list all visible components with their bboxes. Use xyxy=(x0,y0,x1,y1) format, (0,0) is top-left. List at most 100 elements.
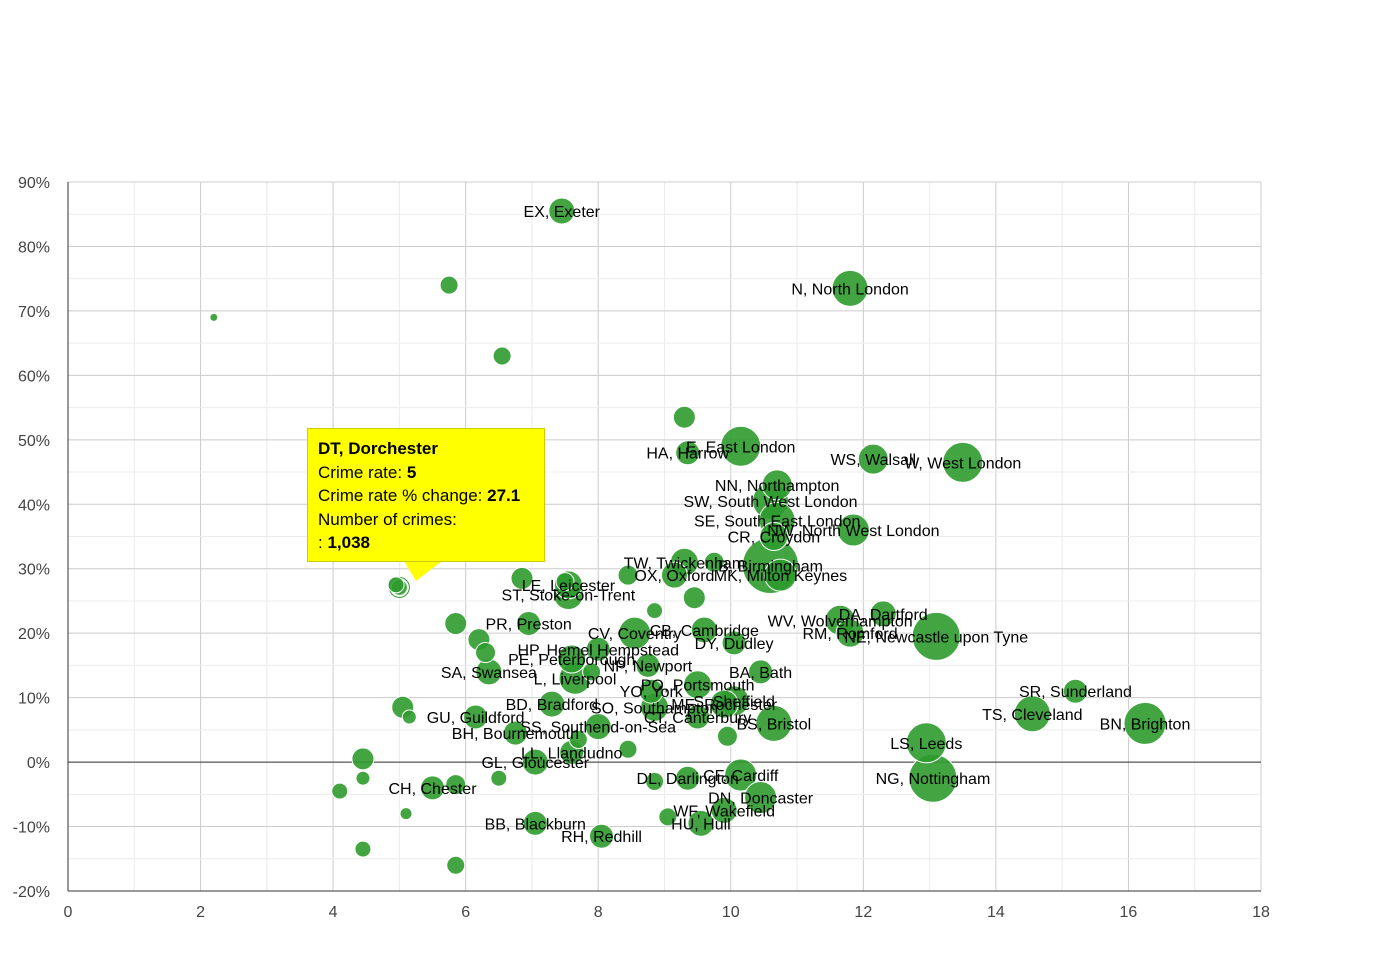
y-tick-label: 0% xyxy=(27,755,50,772)
tooltip-title: DT, Dorchester xyxy=(318,439,438,458)
bubble-label: W, West London xyxy=(904,455,1021,472)
bubble xyxy=(635,652,661,678)
bubble-label: N, North London xyxy=(791,281,908,298)
x-tick-label: 2 xyxy=(196,904,205,921)
bubble xyxy=(446,855,466,875)
y-tick-label: -10% xyxy=(13,820,50,837)
bubble xyxy=(538,690,566,718)
bubble xyxy=(638,678,664,704)
bubble xyxy=(709,689,739,719)
bubble xyxy=(516,611,542,637)
bubble-label: SE, South East London xyxy=(694,513,860,530)
bubble-label: BB, Blackburn xyxy=(485,816,586,833)
bubble-label: NN, Northampton xyxy=(715,478,840,495)
bubble-label: PO, Portsmouth xyxy=(641,678,755,695)
bubble-label: ME, Rochester xyxy=(671,697,777,714)
bubble xyxy=(1123,701,1167,745)
x-tick-label: 0 xyxy=(64,904,73,921)
bubble-label: BD, Bradford xyxy=(506,697,598,714)
bubble xyxy=(836,513,870,547)
bubble-label: LE, Leicester xyxy=(522,578,616,595)
bubble xyxy=(439,275,459,295)
bubbles xyxy=(209,197,1167,875)
bubble-label: TW, Twickenham xyxy=(624,555,746,572)
bubble xyxy=(502,720,528,746)
bubble-label: HP, Hemel Hempstead xyxy=(517,642,679,659)
bubble xyxy=(582,662,602,682)
bubble xyxy=(521,748,549,776)
bubble-label: CF, Cardiff xyxy=(703,768,779,785)
bubble-label: OX, Oxford xyxy=(634,568,714,585)
bubble xyxy=(857,443,889,475)
bubble-label: SW, South West London xyxy=(684,494,858,511)
bubble xyxy=(672,405,696,429)
bubble-label: WF, Wakefield xyxy=(673,803,775,820)
tooltip-pointer xyxy=(404,561,442,581)
bubble xyxy=(759,522,789,551)
bubble xyxy=(645,771,665,791)
bubble-label: DL, Darlington xyxy=(637,771,739,788)
y-tick-label: 40% xyxy=(18,497,50,514)
bubble-label: CV, Coventry xyxy=(588,626,682,643)
y-tick-label: 30% xyxy=(18,562,50,579)
bubble xyxy=(911,611,961,661)
bubble-label: MK, Milton Keynes xyxy=(714,568,847,585)
bubble xyxy=(555,572,575,592)
bubble-label: YO, York xyxy=(620,684,684,701)
bubble-label: SO, Southampton xyxy=(591,700,718,717)
tooltip-change-label: Crime rate % change: xyxy=(318,486,483,505)
bubble-label: DY, Dudley xyxy=(695,636,774,653)
bubble xyxy=(585,636,611,662)
bubble xyxy=(617,564,639,586)
y-tick-label: -20% xyxy=(13,884,50,901)
bubble xyxy=(675,440,701,466)
bubble xyxy=(557,644,587,674)
bubble xyxy=(660,561,688,589)
bubble xyxy=(755,704,793,742)
bubble-label: WV, Wolverhampton xyxy=(768,613,913,630)
bubble xyxy=(618,616,652,650)
bubble xyxy=(589,823,615,849)
bubble-label: NG, Nottingham xyxy=(876,771,991,788)
x-tick-label: 12 xyxy=(854,904,872,921)
x-tick-label: 16 xyxy=(1120,904,1138,921)
bubble-label: DA, Dartford xyxy=(839,607,928,624)
bubble xyxy=(720,425,762,467)
bubble xyxy=(716,725,738,747)
bubble xyxy=(683,670,713,700)
bubble xyxy=(387,576,405,594)
bubble xyxy=(568,730,588,750)
bubble xyxy=(355,770,371,786)
tooltip-count-prefix: : xyxy=(318,533,323,552)
tooltip: DT, Dorchester Crime rate: 5 Crime rate … xyxy=(307,428,545,562)
tooltip-count-value: 1,038 xyxy=(327,533,371,552)
bubble xyxy=(331,782,349,800)
bubble xyxy=(687,809,715,837)
tooltip-change-value: 27.1 xyxy=(487,486,521,505)
y-tick-label: 60% xyxy=(18,368,50,385)
bubble xyxy=(351,747,375,771)
bubble xyxy=(724,758,758,792)
bubble-label: GL, Gloucester xyxy=(481,755,589,772)
bubble-label: EX, Exeter xyxy=(524,204,601,221)
bubble-label: PE, Peterborough xyxy=(508,652,635,669)
y-tick-label: 80% xyxy=(18,239,50,256)
bubble xyxy=(401,709,417,725)
y-tick-label: 20% xyxy=(18,626,50,643)
bubble-label: RH, Redhill xyxy=(561,829,642,846)
bubble-label: CH, Chester xyxy=(389,781,478,798)
y-tick-label: 50% xyxy=(18,433,50,450)
bubble-label: RM, Romford xyxy=(803,626,898,643)
bubble xyxy=(744,781,778,815)
bubble xyxy=(209,312,219,322)
x-tick-label: 6 xyxy=(461,904,470,921)
x-tick-label: 14 xyxy=(987,904,1005,921)
bubble-label: TS, Cleveland xyxy=(982,707,1083,724)
bubble-label: NW, North West London xyxy=(767,523,939,540)
bubble-label: BH, Bournemouth xyxy=(452,726,579,743)
bubble xyxy=(444,612,468,636)
axes: 0 2 4 6 8 10 12 14 16 18 -20% -10% 0% 10% 20% 30% 40% 50%… xyxy=(13,175,1270,921)
bubble xyxy=(399,807,413,821)
